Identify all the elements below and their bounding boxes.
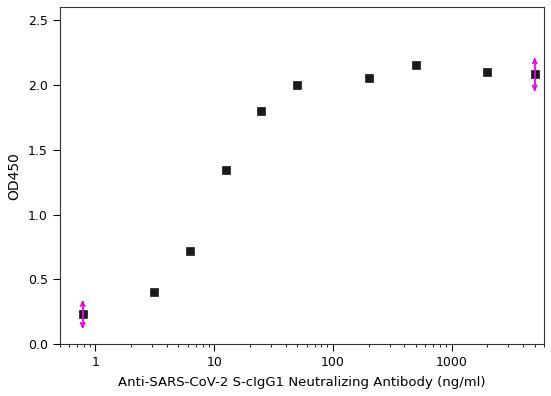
- Y-axis label: OD450: OD450: [7, 152, 21, 200]
- X-axis label: Anti-SARS-CoV-2 S-cIgG1 Neutralizing Antibody (ng/ml): Anti-SARS-CoV-2 S-cIgG1 Neutralizing Ant…: [118, 376, 485, 389]
